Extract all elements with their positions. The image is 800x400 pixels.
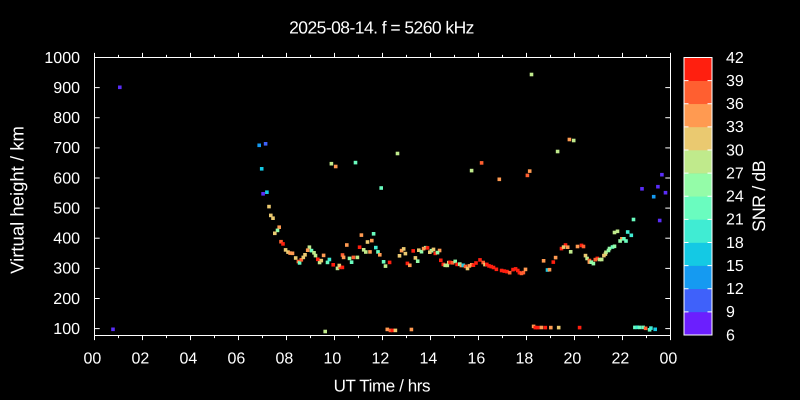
svg-text:800: 800: [53, 110, 80, 127]
svg-text:18: 18: [516, 351, 534, 368]
svg-text:600: 600: [53, 170, 80, 187]
svg-text:SNR / dB: SNR / dB: [749, 160, 769, 232]
svg-text:300: 300: [53, 261, 80, 278]
svg-text:6: 6: [726, 327, 735, 344]
svg-text:200: 200: [53, 291, 80, 308]
svg-text:00: 00: [84, 351, 102, 368]
svg-text:500: 500: [53, 200, 80, 217]
svg-text:14: 14: [420, 351, 438, 368]
svg-text:700: 700: [53, 140, 80, 157]
svg-text:33: 33: [726, 119, 744, 136]
svg-text:00: 00: [660, 351, 678, 368]
svg-text:39: 39: [726, 73, 744, 90]
svg-text:06: 06: [228, 351, 246, 368]
svg-text:27: 27: [726, 165, 744, 182]
svg-text:21: 21: [726, 212, 744, 229]
svg-text:42: 42: [726, 50, 744, 67]
svg-text:16: 16: [468, 351, 486, 368]
svg-text:04: 04: [180, 351, 198, 368]
svg-text:400: 400: [53, 231, 80, 248]
svg-text:08: 08: [276, 351, 294, 368]
svg-text:18: 18: [726, 235, 744, 252]
svg-text:900: 900: [53, 80, 80, 97]
svg-text:20: 20: [564, 351, 582, 368]
svg-text:24: 24: [726, 189, 744, 206]
svg-text:10: 10: [324, 351, 342, 368]
svg-text:Virtual height / km: Virtual height / km: [7, 126, 28, 274]
svg-text:9: 9: [726, 304, 735, 321]
svg-text:100: 100: [53, 321, 80, 338]
svg-text:UT Time / hrs: UT Time / hrs: [334, 376, 431, 395]
svg-text:30: 30: [726, 142, 744, 159]
svg-text:36: 36: [726, 96, 744, 113]
svg-text:1000: 1000: [44, 50, 80, 67]
svg-text:02: 02: [132, 351, 150, 368]
svg-text:2025-08-14. f = 5260 kHz: 2025-08-14. f = 5260 kHz: [289, 18, 474, 38]
svg-text:12: 12: [372, 351, 390, 368]
svg-text:12: 12: [726, 281, 744, 298]
svg-text:15: 15: [726, 258, 744, 275]
svg-text:22: 22: [612, 351, 630, 368]
